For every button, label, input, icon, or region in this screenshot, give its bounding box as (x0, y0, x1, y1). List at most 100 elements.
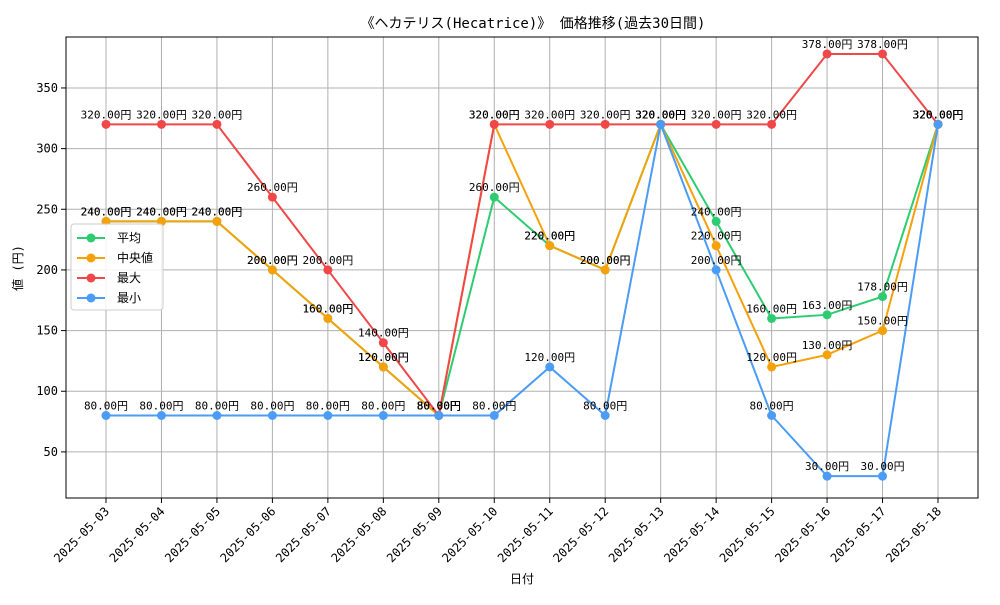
x-tick-label: 2025-05-08 (328, 504, 389, 565)
data-label: 200.00円 (580, 254, 631, 267)
data-point (933, 119, 943, 129)
data-label: 320.00円 (635, 108, 686, 121)
data-point (711, 119, 721, 129)
x-tick-label: 2025-05-03 (51, 504, 112, 565)
data-point (545, 119, 555, 129)
data-point (711, 241, 721, 251)
data-label: 378.00円 (857, 38, 908, 51)
data-point (656, 119, 666, 129)
data-point (600, 119, 610, 129)
data-label: 320.00円 (635, 108, 686, 121)
data-point (822, 49, 832, 59)
y-tick-label: 50 (44, 445, 58, 459)
data-label: 220.00円 (691, 230, 742, 243)
data-point (600, 265, 610, 275)
data-label: 160.00円 (746, 302, 797, 315)
data-point (545, 362, 555, 372)
data-label: 140.00円 (358, 327, 409, 340)
data-point (767, 313, 777, 323)
data-label: 80.00円 (417, 400, 461, 413)
x-tick-label: 2025-05-11 (495, 504, 556, 565)
data-label: 320.00円 (913, 108, 964, 121)
data-point (267, 265, 277, 275)
y-tick-label: 350 (36, 81, 58, 95)
series-line (106, 52, 939, 418)
data-label: 80.00円 (361, 400, 405, 413)
data-point (878, 49, 888, 59)
data-label: 30.00円 (860, 460, 904, 473)
data-point (822, 350, 832, 360)
x-tick-label: 2025-05-18 (883, 504, 944, 565)
data-point (767, 362, 777, 372)
data-point (378, 338, 388, 348)
data-label: 260.00円 (469, 181, 520, 194)
grid (66, 37, 978, 498)
data-label: 320.00円 (81, 108, 132, 121)
axis-ticks: 2025-05-032025-05-042025-05-052025-05-06… (36, 81, 944, 565)
y-axis-label: 値 (円) (10, 245, 25, 291)
data-label: 240.00円 (192, 205, 243, 218)
data-label: 80.00円 (472, 400, 516, 413)
data-label: 220.00円 (524, 230, 575, 243)
data-label: 80.00円 (84, 400, 128, 413)
data-label: 120.00円 (358, 351, 409, 364)
data-label: 378.00円 (802, 38, 853, 51)
data-point (212, 119, 222, 129)
data-label: 80.00円 (139, 400, 183, 413)
data-label: 163.00円 (802, 299, 853, 312)
data-label: 200.00円 (247, 254, 298, 267)
y-tick-label: 100 (36, 384, 58, 398)
data-label: 320.00円 (524, 108, 575, 121)
data-label: 320.00円 (469, 108, 520, 121)
data-label: 160.00円 (302, 302, 353, 315)
data-point (878, 292, 888, 302)
data-point (711, 265, 721, 275)
x-tick-label: 2025-05-04 (107, 504, 168, 565)
legend-box (70, 223, 164, 311)
chart-title: 《ヘカテリス(Hecatrice)》 価格推移(過去30日間) (361, 16, 706, 32)
data-point (323, 265, 333, 275)
legend-marker (86, 293, 96, 303)
x-tick-label: 2025-05-06 (218, 504, 279, 565)
data-label: 80.00円 (250, 400, 294, 413)
data-point (156, 119, 166, 129)
data-label: 320.00円 (913, 108, 964, 121)
legend-entry: 最大 (117, 271, 141, 285)
x-axis-label: 日付 (510, 572, 534, 586)
data-point (711, 216, 721, 226)
data-label: 150.00円 (857, 315, 908, 328)
series-3 (101, 119, 943, 481)
data-label: 120.00円 (524, 351, 575, 364)
data-label: 320.00円 (691, 108, 742, 121)
data-label: 200.00円 (691, 254, 742, 267)
plot-frame (65, 36, 979, 499)
legend-entry: 平均 (117, 231, 141, 245)
data-label: 260.00円 (247, 181, 298, 194)
data-label: 240.00円 (81, 205, 132, 218)
data-label: 320.00円 (469, 108, 520, 121)
data-label: 200.00円 (247, 254, 298, 267)
data-point (489, 411, 499, 421)
data-label: 220.00円 (524, 230, 575, 243)
y-tick-label: 150 (36, 324, 58, 338)
data-label: 240.00円 (691, 205, 742, 218)
x-tick-label: 2025-05-16 (772, 504, 833, 565)
data-label: 320.00円 (192, 108, 243, 121)
legend-marker (86, 253, 96, 263)
data-point (878, 471, 888, 481)
data-point (267, 192, 277, 202)
data-label: 120.00円 (358, 351, 409, 364)
data-label: 80.00円 (417, 400, 461, 413)
y-tick-label: 300 (36, 142, 58, 156)
x-tick-label: 2025-05-14 (661, 504, 722, 565)
legend-entry: 最小 (117, 291, 141, 305)
data-label: 200.00円 (580, 254, 631, 267)
data-point (323, 313, 333, 323)
data-point (489, 192, 499, 202)
data-label: 320.00円 (635, 108, 686, 121)
data-label: 320.00円 (635, 108, 686, 121)
x-tick-label: 2025-05-15 (717, 504, 778, 565)
